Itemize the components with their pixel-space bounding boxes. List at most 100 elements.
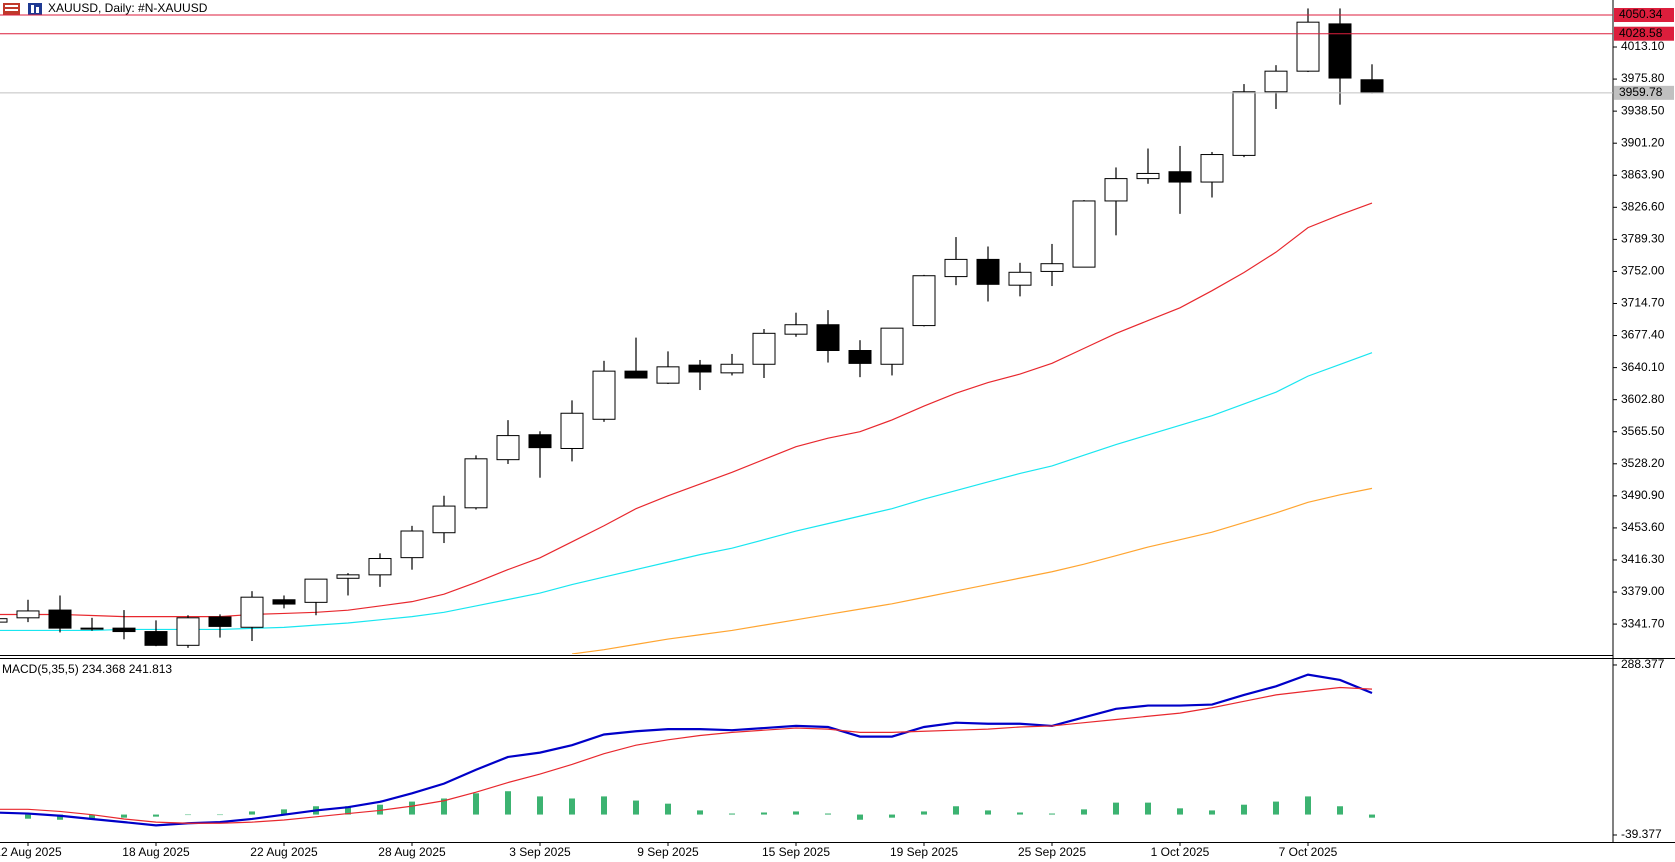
histogram-bar bbox=[505, 791, 511, 815]
candle-body bbox=[272, 599, 296, 605]
histogram-bar bbox=[185, 814, 191, 816]
line-series bbox=[0, 202, 1373, 618]
histogram-bar bbox=[793, 811, 799, 815]
histogram-bar bbox=[825, 813, 831, 815]
histogram-bar bbox=[697, 810, 703, 815]
y-tick-label: 4013.10 bbox=[1621, 39, 1665, 53]
candle-body bbox=[432, 505, 456, 534]
candle-body bbox=[720, 363, 744, 374]
candle-body bbox=[624, 370, 648, 379]
y-tick-label: 3379.00 bbox=[1621, 584, 1665, 598]
y-tick-label: -39.377 bbox=[1621, 827, 1662, 841]
candle-body bbox=[912, 275, 936, 327]
histogram-bar bbox=[985, 810, 991, 815]
indicator-title: MACD(5,35,5) 234.368 241.813 bbox=[2, 662, 172, 676]
price-level-tag bbox=[1614, 26, 1674, 41]
histogram-bar bbox=[1369, 814, 1375, 818]
line-series bbox=[0, 352, 1373, 632]
candle-body bbox=[1232, 91, 1256, 156]
y-tick-label: 3416.30 bbox=[1621, 552, 1665, 566]
histogram-bar bbox=[537, 796, 543, 815]
candle-body bbox=[848, 350, 872, 364]
histogram-bar bbox=[409, 801, 415, 815]
toolbar-icons bbox=[3, 3, 42, 15]
histogram-bar bbox=[1305, 796, 1311, 815]
macd-plot bbox=[0, 673, 1375, 827]
histogram-bar bbox=[1017, 812, 1023, 815]
candle-body bbox=[1360, 79, 1384, 94]
histogram-bar bbox=[89, 814, 95, 819]
y-tick-label: 3789.30 bbox=[1621, 232, 1665, 246]
x-tick-label: 7 Oct 2025 bbox=[1279, 845, 1338, 859]
histogram-bar bbox=[1177, 808, 1183, 815]
candle-body bbox=[880, 327, 904, 365]
candle-body bbox=[1008, 271, 1032, 286]
y-tick-label: 3453.60 bbox=[1621, 520, 1665, 534]
candle-body bbox=[688, 364, 712, 373]
price-level-label: 3959.78 bbox=[1619, 85, 1663, 99]
x-tick-label: 22 Aug 2025 bbox=[250, 845, 318, 859]
y-tick-label: 3528.20 bbox=[1621, 456, 1665, 470]
candle-body bbox=[176, 617, 200, 646]
y-tick-label: 3863.90 bbox=[1621, 167, 1665, 181]
histogram-bar bbox=[153, 814, 159, 817]
histogram-bar bbox=[249, 811, 255, 815]
candle-body bbox=[528, 434, 552, 449]
histogram-bar bbox=[665, 803, 671, 815]
candle-body bbox=[240, 596, 264, 628]
histogram-bar bbox=[1081, 809, 1087, 815]
candle-body bbox=[592, 370, 616, 420]
histogram-bar bbox=[57, 814, 63, 820]
candle-body bbox=[112, 627, 136, 633]
x-tick-label: 28 Aug 2025 bbox=[378, 845, 446, 859]
histogram-bar bbox=[121, 814, 127, 818]
histogram-bar bbox=[761, 812, 767, 815]
candle-body bbox=[48, 609, 72, 629]
candle-body bbox=[1136, 172, 1160, 180]
x-tick-label: 1 Oct 2025 bbox=[1151, 845, 1210, 859]
histogram-bar bbox=[1113, 802, 1119, 815]
candle-body bbox=[976, 258, 1000, 285]
histogram-bar bbox=[1241, 804, 1247, 815]
candle-body bbox=[400, 530, 424, 559]
histogram-bar bbox=[345, 806, 351, 815]
x-tick-label: 9 Sep 2025 bbox=[637, 845, 699, 859]
y-tick-label: 3602.80 bbox=[1621, 392, 1665, 406]
candle-body bbox=[0, 618, 8, 623]
candle-body bbox=[1040, 263, 1064, 272]
candle-body bbox=[464, 458, 488, 509]
histogram-bar bbox=[633, 800, 639, 815]
y-tick-label: 3640.10 bbox=[1621, 360, 1665, 374]
candle-body bbox=[1296, 21, 1320, 72]
x-tick-label: 18 Aug 2025 bbox=[122, 845, 190, 859]
price-level-label: 4028.58 bbox=[1619, 26, 1663, 40]
x-tick-label: 19 Sep 2025 bbox=[890, 845, 958, 859]
candle-body bbox=[1168, 171, 1192, 183]
y-tick-label: 3975.80 bbox=[1621, 71, 1665, 85]
histogram-bar bbox=[377, 804, 383, 815]
histogram-bar bbox=[25, 814, 31, 819]
y-tick-label: 3752.00 bbox=[1621, 264, 1665, 278]
y-tick-label: 3901.20 bbox=[1621, 135, 1665, 149]
price-plot bbox=[0, 8, 1384, 654]
candle-body bbox=[1104, 178, 1128, 202]
candle-body bbox=[208, 616, 232, 627]
candle-body bbox=[368, 558, 392, 576]
histogram-bar bbox=[281, 809, 287, 815]
y-tick-label: 3490.90 bbox=[1621, 488, 1665, 502]
histogram-bar bbox=[1209, 810, 1215, 815]
histogram-bar bbox=[1273, 801, 1279, 815]
price-level-label: 4050.34 bbox=[1619, 7, 1663, 21]
candle-body bbox=[336, 574, 360, 579]
histogram-bar bbox=[889, 814, 895, 818]
histogram-bar bbox=[1145, 802, 1151, 815]
price-level-tag bbox=[1614, 8, 1674, 23]
candle-body bbox=[784, 324, 808, 335]
histogram-bar bbox=[729, 813, 735, 815]
histogram-bar bbox=[217, 814, 223, 816]
y-tick-label: 3341.70 bbox=[1621, 616, 1665, 630]
y-tick-label: 3677.40 bbox=[1621, 328, 1665, 342]
histogram-bar bbox=[857, 814, 863, 820]
candle-body bbox=[16, 610, 40, 619]
